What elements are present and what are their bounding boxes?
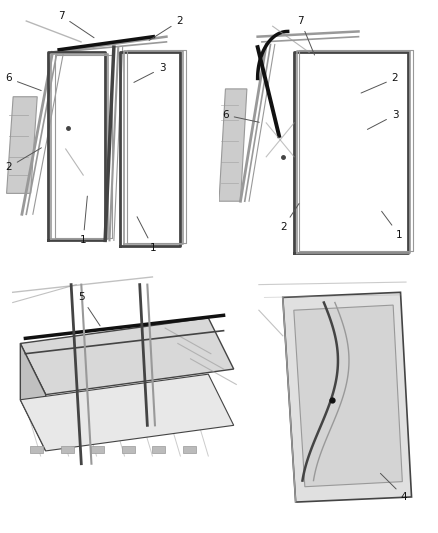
Bar xyxy=(61,446,74,454)
Text: 1: 1 xyxy=(381,211,403,240)
Text: 1: 1 xyxy=(137,217,157,253)
Text: 7: 7 xyxy=(58,11,94,38)
Polygon shape xyxy=(7,97,37,193)
Text: 2: 2 xyxy=(5,148,42,172)
Text: 6: 6 xyxy=(222,110,259,122)
Text: 5: 5 xyxy=(78,293,100,326)
Bar xyxy=(122,446,134,454)
Text: 7: 7 xyxy=(297,16,314,55)
Text: 1: 1 xyxy=(80,196,87,245)
Text: 6: 6 xyxy=(5,74,41,91)
Text: 3: 3 xyxy=(134,63,166,83)
Polygon shape xyxy=(20,318,234,394)
Polygon shape xyxy=(20,343,46,451)
Polygon shape xyxy=(20,374,234,451)
Text: 2: 2 xyxy=(280,204,299,232)
Polygon shape xyxy=(219,89,247,201)
Bar xyxy=(183,446,196,454)
Bar xyxy=(31,446,43,454)
Text: 3: 3 xyxy=(367,110,398,130)
Polygon shape xyxy=(294,305,403,487)
Bar xyxy=(152,446,165,454)
Polygon shape xyxy=(283,292,412,502)
Text: 2: 2 xyxy=(361,74,398,93)
Text: 4: 4 xyxy=(381,473,407,502)
Bar xyxy=(92,446,104,454)
Text: 2: 2 xyxy=(149,16,183,41)
